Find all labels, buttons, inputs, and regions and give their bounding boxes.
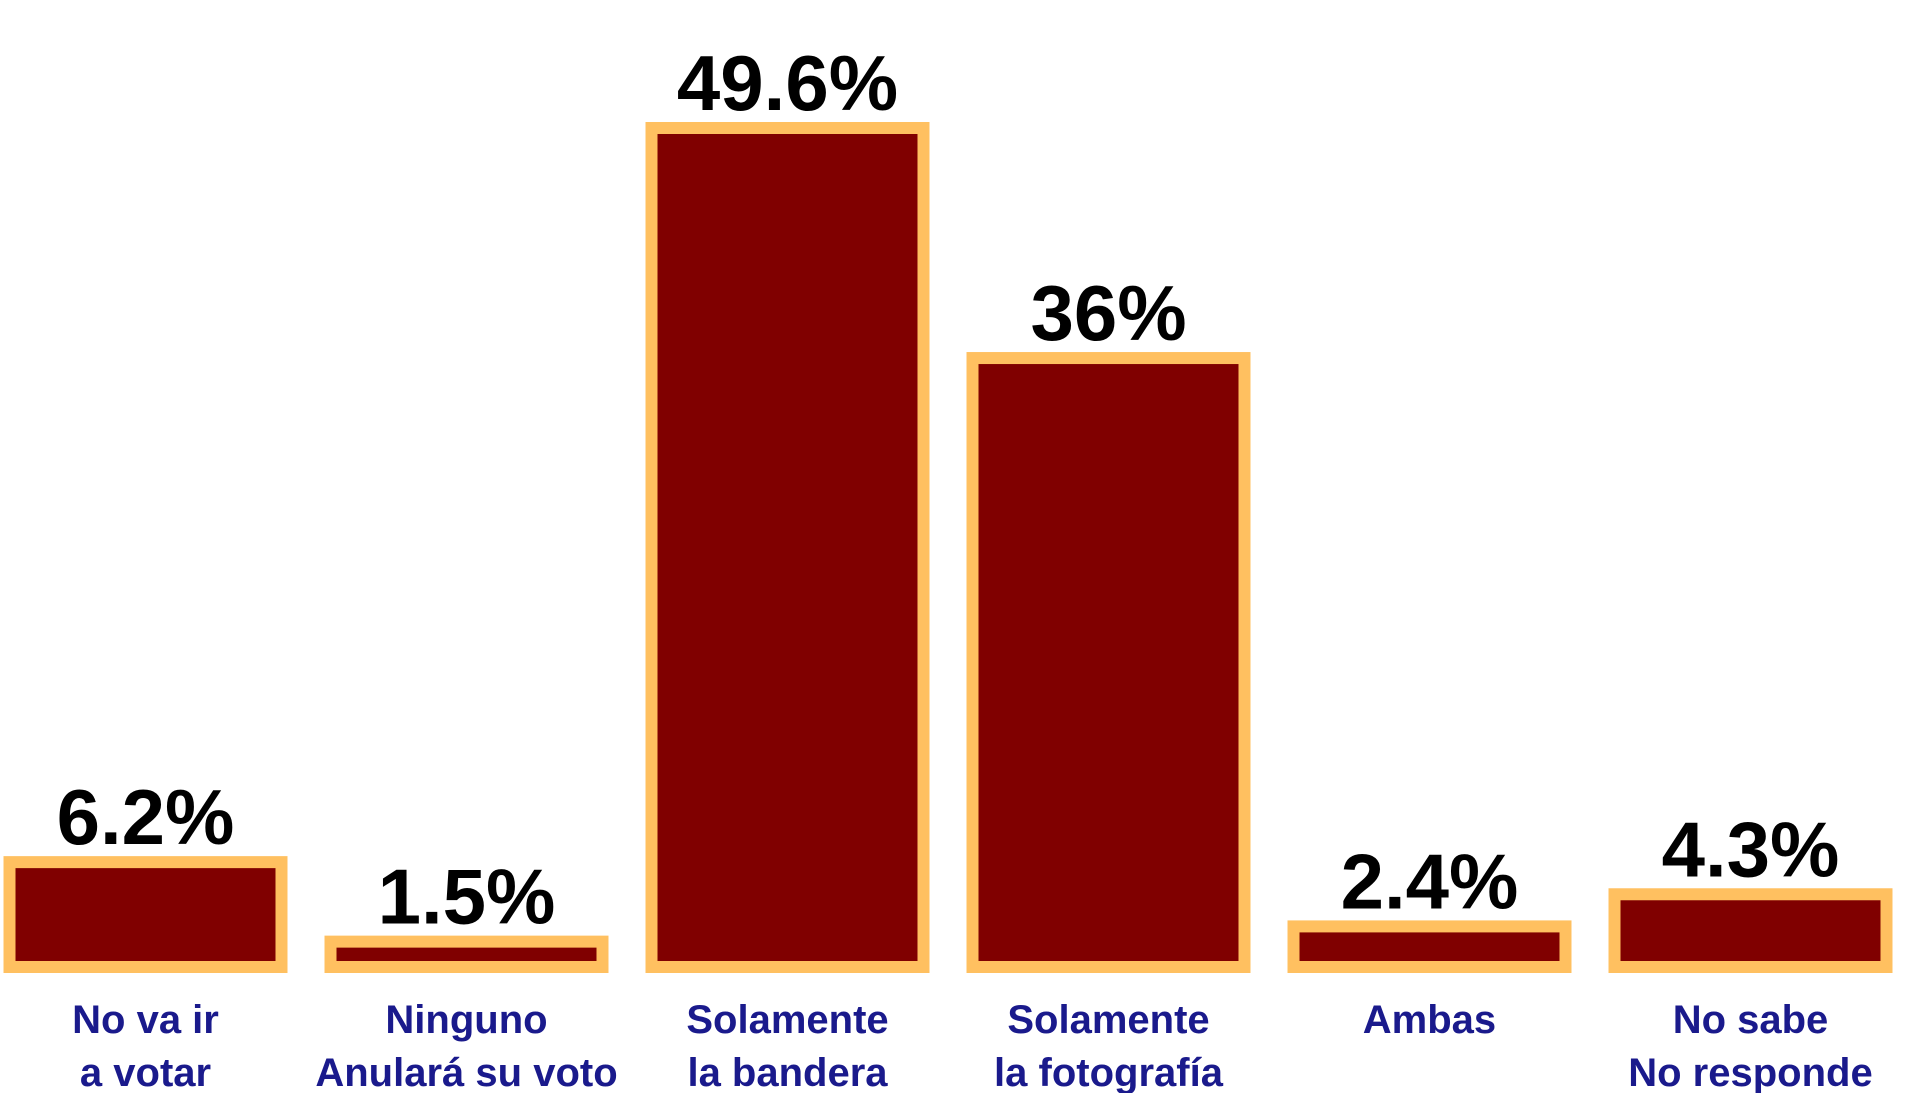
value-label: 4.3% bbox=[1662, 805, 1840, 893]
x-tick-label: No va ir bbox=[72, 998, 219, 1042]
x-tick-label: la bandera bbox=[687, 1051, 888, 1093]
value-label: 49.6% bbox=[677, 39, 898, 127]
x-tick-label: Solamente bbox=[686, 998, 888, 1042]
x-tick-label: No responde bbox=[1628, 1051, 1872, 1093]
value-label: 36% bbox=[1030, 269, 1186, 357]
bar bbox=[966, 352, 1251, 973]
value-label: 2.4% bbox=[1341, 837, 1519, 925]
value-label: 1.5% bbox=[378, 853, 556, 941]
x-tick-label: la fotografía bbox=[994, 1051, 1224, 1093]
x-tick-label: Anulará su voto bbox=[315, 1051, 617, 1093]
bar bbox=[3, 856, 288, 973]
x-tick-label: a votar bbox=[80, 1051, 211, 1093]
bar bbox=[324, 935, 609, 973]
x-tick-label: No sabe bbox=[1673, 998, 1829, 1042]
x-tick-label: Solamente bbox=[1007, 998, 1209, 1042]
value-label: 6.2% bbox=[57, 773, 235, 861]
bar bbox=[1608, 888, 1893, 973]
bar bbox=[1287, 920, 1572, 973]
x-tick-label: Ambas bbox=[1363, 998, 1496, 1042]
bar bbox=[645, 122, 930, 973]
x-tick-label: Ninguno bbox=[385, 998, 547, 1042]
